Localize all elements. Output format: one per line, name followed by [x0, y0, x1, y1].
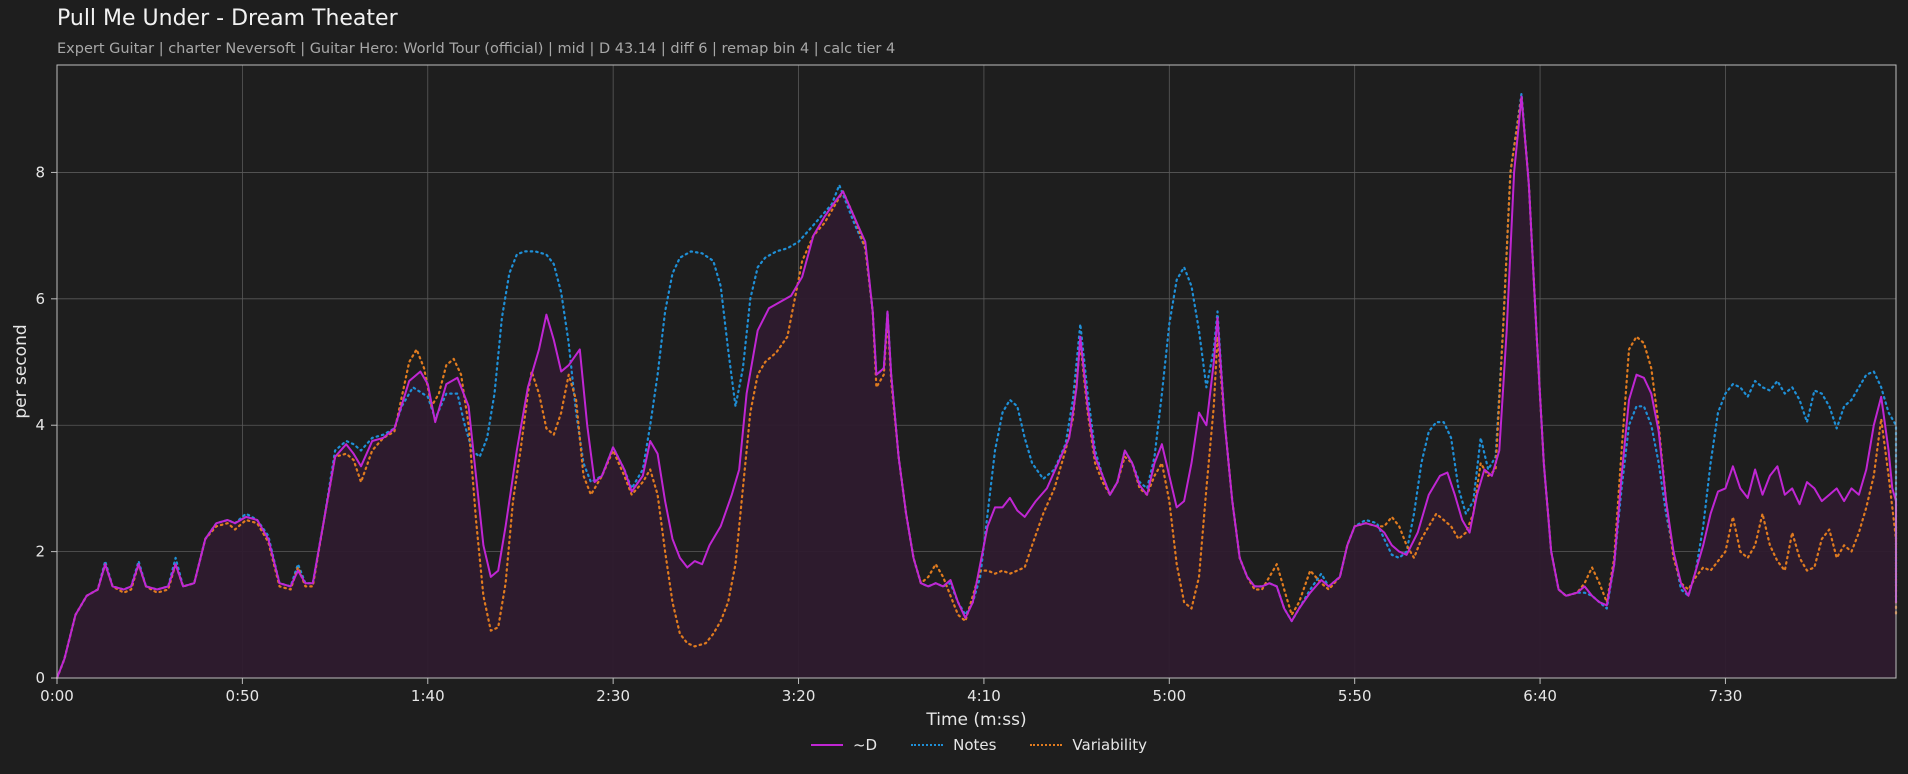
legend-label-d: ~D — [852, 736, 878, 754]
chart-area: 0:00 0:50 1:40 2:30 3:20 4:10 5:00 5:50 6:40 7:30… — [11, 64, 1898, 730]
x-axis-label: Time (m:ss) — [925, 710, 1026, 730]
legend: ~D Notes Variability — [0, 736, 1908, 754]
y-tick-label: 8 — [35, 163, 45, 181]
x-tick-label: 0:00 — [40, 687, 74, 705]
x-tick-label: 5:50 — [1338, 687, 1372, 705]
y-tick-label: 4 — [35, 416, 45, 434]
x-axis-ticks: 0:00 0:50 1:40 2:30 3:20 4:10 5:00 5:50 6:40 7:30 — [40, 678, 1742, 705]
legend-swatch-d — [810, 744, 843, 746]
x-tick-label: 0:50 — [226, 687, 260, 705]
legend-item-variability: Variability — [1030, 736, 1147, 754]
y-tick-label: 6 — [35, 290, 45, 308]
legend-swatch-variability — [1030, 744, 1063, 746]
plot-frame — [56, 64, 1897, 679]
notes-series-line — [55, 92, 1898, 680]
x-tick-label: 4:10 — [967, 687, 1001, 705]
d-series-fill — [57, 96, 1896, 679]
x-tick-label: 6:40 — [1523, 687, 1557, 705]
x-tick-label: 1:40 — [411, 687, 445, 705]
legend-label-notes: Notes — [953, 736, 997, 754]
y-tick-label: 0 — [35, 669, 45, 687]
y-axis-label: per second — [11, 324, 31, 418]
x-tick-label: 7:30 — [1709, 687, 1743, 705]
series-lines — [55, 92, 1898, 680]
chart-title: Pull Me Under - Dream Theater — [57, 6, 398, 31]
x-tick-label: 2:30 — [596, 687, 630, 705]
x-tick-label: 5:00 — [1152, 687, 1186, 705]
legend-item-notes: Notes — [911, 736, 996, 754]
legend-item-d: ~D — [810, 736, 878, 754]
y-tick-label: 2 — [35, 543, 45, 561]
x-tick-label: 3:20 — [782, 687, 816, 705]
chart-subtitle: Expert Guitar | charter Neversoft | Guit… — [57, 41, 896, 57]
legend-swatch-notes — [911, 744, 944, 746]
d-series-line — [56, 95, 1897, 679]
legend-label-variability: Variability — [1072, 736, 1148, 754]
y-axis-ticks: 0 2 4 6 8 — [35, 163, 57, 687]
